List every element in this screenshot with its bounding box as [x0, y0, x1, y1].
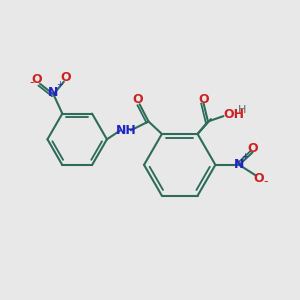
- Text: -: -: [29, 76, 34, 89]
- Text: -: -: [264, 175, 268, 188]
- Text: N: N: [234, 158, 244, 171]
- Text: NH: NH: [116, 124, 136, 137]
- Text: H: H: [238, 105, 246, 115]
- Text: O: O: [254, 172, 264, 185]
- Text: O: O: [60, 71, 70, 84]
- Text: O: O: [198, 93, 209, 106]
- Text: +: +: [242, 152, 248, 161]
- Text: +: +: [56, 80, 63, 89]
- Text: O: O: [247, 142, 258, 155]
- Text: N: N: [48, 86, 59, 99]
- Text: O: O: [32, 73, 42, 86]
- Text: O: O: [132, 93, 142, 106]
- Text: OH: OH: [223, 108, 244, 121]
